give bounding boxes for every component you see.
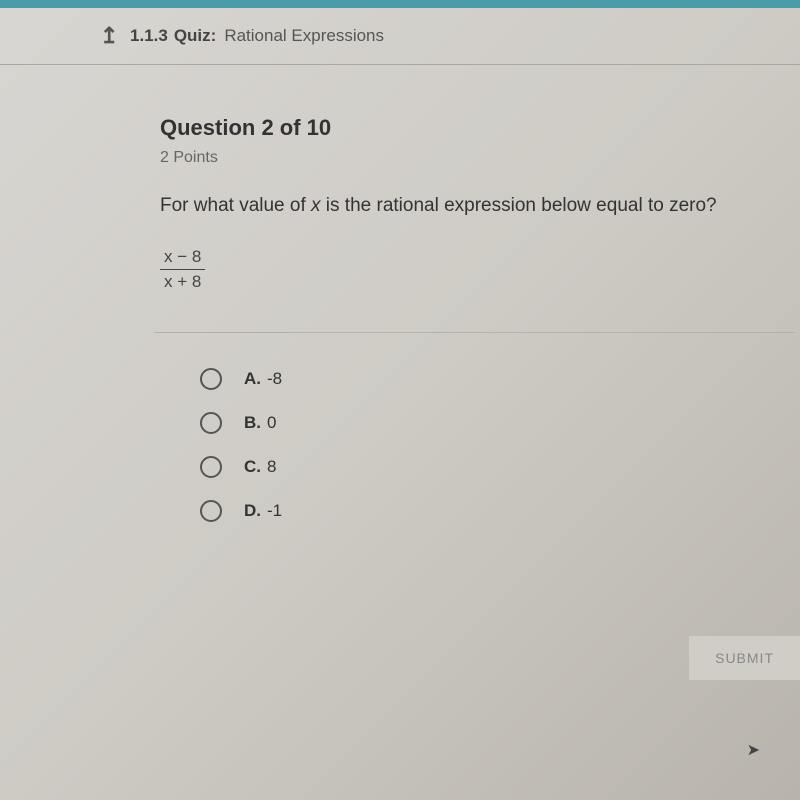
radio-icon[interactable] [200,456,222,478]
rational-expression: x − 8 x + 8 [160,247,205,292]
option-a[interactable]: A. -8 [200,368,800,390]
fraction-denominator: x + 8 [160,270,205,292]
radio-icon[interactable] [200,412,222,434]
option-text: -8 [267,369,282,389]
answer-options: A. -8 B. 0 C. 8 D. -1 [160,368,800,522]
option-text: -1 [267,501,282,521]
option-letter: A. [244,369,261,389]
option-text: 0 [267,413,276,433]
question-points: 2 Points [160,149,800,167]
section-divider [155,332,795,333]
option-d[interactable]: D. -1 [200,500,800,522]
quiz-title: Rational Expressions [224,26,384,46]
cursor-icon: ➤ [747,740,760,760]
radio-icon[interactable] [200,500,222,522]
option-c[interactable]: C. 8 [200,456,800,478]
top-accent-bar [0,0,800,8]
option-text: 8 [267,457,276,477]
prompt-pre: For what value of [160,195,311,216]
quiz-header: ↥ 1.1.3 Quiz: Rational Expressions [0,8,800,65]
prompt-post: is the rational expression below equal t… [321,195,717,216]
submit-button[interactable]: SUBMIT [689,636,800,680]
option-letter: B. [244,413,261,433]
fraction-numerator: x − 8 [160,247,205,270]
question-content: Question 2 of 10 2 Points For what value… [0,65,800,522]
option-b[interactable]: B. 0 [200,412,800,434]
question-number-header: Question 2 of 10 [160,115,800,141]
back-arrow-icon[interactable]: ↥ [100,23,118,49]
quiz-label: Quiz: [174,26,217,46]
radio-icon[interactable] [200,368,222,390]
prompt-variable: x [311,195,321,216]
quiz-number: 1.1.3 [130,26,168,46]
option-letter: D. [244,501,261,521]
option-letter: C. [244,457,261,477]
question-prompt: For what value of x is the rational expr… [160,195,800,217]
